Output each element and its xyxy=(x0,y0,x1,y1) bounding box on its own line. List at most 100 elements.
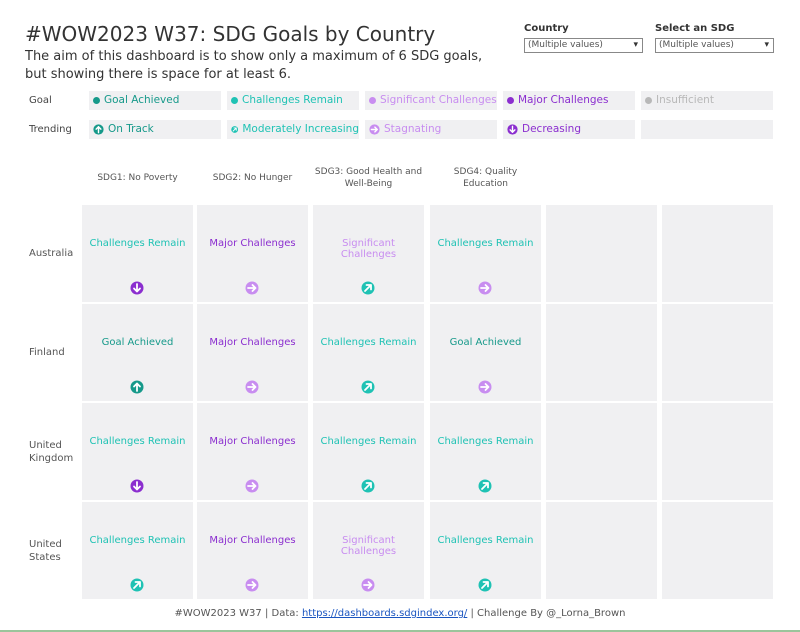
trend-icon xyxy=(361,281,375,295)
legend-item[interactable]: Stagnating xyxy=(365,120,497,139)
legend-item[interactable]: Goal Achieved xyxy=(89,91,221,110)
trend-icon xyxy=(130,281,144,295)
cell xyxy=(546,304,657,401)
trend-icon xyxy=(130,479,144,493)
legend-item[interactable]: Insufficient xyxy=(641,91,773,110)
row-label-text: United Kingdom xyxy=(29,439,74,464)
trend-icon xyxy=(361,578,375,592)
cell: Challenges Remain xyxy=(430,205,541,302)
legend-text: Moderately Increasing xyxy=(242,123,359,135)
cell: Goal Achieved xyxy=(82,304,193,401)
cell xyxy=(662,205,773,302)
trend-icon xyxy=(245,578,259,592)
column-header: SDG4: Quality Education xyxy=(430,163,541,193)
legend-item[interactable]: Moderately Increasing xyxy=(227,120,359,139)
legend-dot xyxy=(231,97,238,104)
cell-status: Major Challenges xyxy=(209,337,296,348)
legend-label: Trending xyxy=(29,124,72,135)
legend-item[interactable]: Significant Challenges xyxy=(365,91,497,110)
row-label-text: Australia xyxy=(29,248,74,259)
trend-icon xyxy=(361,380,375,394)
subtitle: The aim of this dashboard is to show onl… xyxy=(25,49,483,82)
column-header: SDG2: No Hunger xyxy=(197,163,308,193)
trend-icon xyxy=(478,281,492,295)
cell-status: Goal Achieved xyxy=(101,337,174,348)
filter-label: Select an SDG xyxy=(655,23,735,34)
trend-icon xyxy=(478,479,492,493)
cell xyxy=(546,205,657,302)
cell: Major Challenges xyxy=(197,205,308,302)
trend-icon xyxy=(361,479,375,493)
cell xyxy=(662,403,773,500)
cell-status: Major Challenges xyxy=(209,535,296,546)
legend-dot xyxy=(369,97,376,104)
row-label: Finland xyxy=(29,304,79,401)
column-header-text: SDG4: Quality Education xyxy=(453,167,518,189)
cell-status: Challenges Remain xyxy=(320,337,417,348)
legend-item[interactable]: Challenges Remain xyxy=(227,91,359,110)
cell-status: Major Challenges xyxy=(209,436,296,447)
cell: Challenges Remain xyxy=(313,304,424,401)
cell-status: Significant Challenges xyxy=(340,238,397,260)
cell-status: Challenges Remain xyxy=(437,238,534,249)
legend-item[interactable]: Decreasing xyxy=(503,120,635,139)
row-label-text: Finland xyxy=(29,347,65,358)
row-label: United States xyxy=(29,502,79,599)
cell-status: Challenges Remain xyxy=(89,436,186,447)
trend-icon xyxy=(478,380,492,394)
cell-status: Major Challenges xyxy=(209,238,296,249)
cell: Significant Challenges xyxy=(313,205,424,302)
cell: Major Challenges xyxy=(197,403,308,500)
legend-item[interactable]: Major Challenges xyxy=(503,91,635,110)
cell xyxy=(546,502,657,599)
legend-text: Major Challenges xyxy=(518,94,609,106)
legend-text: Stagnating xyxy=(384,123,442,135)
cell-status: Challenges Remain xyxy=(89,238,186,249)
filter-label: Country xyxy=(524,23,569,34)
column-header-text: SDG2: No Hunger xyxy=(212,173,293,183)
title: #WOW2023 W37: SDG Goals by Country xyxy=(25,22,436,46)
filter-dropdown[interactable]: (Multiple values) xyxy=(655,38,774,53)
filter-dropdown[interactable]: (Multiple values) xyxy=(524,38,643,53)
legend-item[interactable] xyxy=(641,120,773,139)
column-header-text: SDG3: Good Health and Well-Being xyxy=(314,167,423,189)
trend-icon xyxy=(507,124,518,135)
cell: Major Challenges xyxy=(197,502,308,599)
legend-item[interactable]: On Track xyxy=(89,120,221,139)
row-label: United Kingdom xyxy=(29,403,79,500)
cell: Challenges Remain xyxy=(82,502,193,599)
legend-text: Challenges Remain xyxy=(242,94,343,106)
cell-status: Challenges Remain xyxy=(437,535,534,546)
trend-icon xyxy=(245,380,259,394)
cell: Goal Achieved xyxy=(430,304,541,401)
cell-status: Challenges Remain xyxy=(437,436,534,447)
footer: #WOW2023 W37 | Data: https://dashboards.… xyxy=(0,608,800,619)
cell: Challenges Remain xyxy=(430,502,541,599)
legend-text: Significant Challenges xyxy=(380,94,497,106)
row-label: Australia xyxy=(29,205,79,302)
row-label-text: United States xyxy=(29,538,62,563)
trend-icon xyxy=(245,479,259,493)
trend-icon xyxy=(130,578,144,592)
legend-text: Goal Achieved xyxy=(104,94,180,106)
cell: Challenges Remain xyxy=(82,205,193,302)
cell: Challenges Remain xyxy=(430,403,541,500)
column-header-text: SDG1: No Poverty xyxy=(97,173,178,183)
trend-icon xyxy=(130,380,144,394)
column-header: SDG1: No Poverty xyxy=(82,163,193,193)
trend-icon xyxy=(478,578,492,592)
cell: Major Challenges xyxy=(197,304,308,401)
trend-icon xyxy=(93,124,104,135)
cell-status: Challenges Remain xyxy=(89,535,186,546)
legend-dot xyxy=(507,97,514,104)
cell: Challenges Remain xyxy=(313,403,424,500)
cell xyxy=(662,502,773,599)
cell xyxy=(546,403,657,500)
trend-icon xyxy=(369,124,380,135)
footer-link[interactable]: https://dashboards.sdgindex.org/ xyxy=(301,608,468,619)
footer-text: | Challenge By @_Lorna_Brown xyxy=(467,608,626,619)
trend-icon xyxy=(231,126,239,133)
cell-status: Goal Achieved xyxy=(449,337,522,348)
cell-status: Significant Challenges xyxy=(340,535,397,557)
